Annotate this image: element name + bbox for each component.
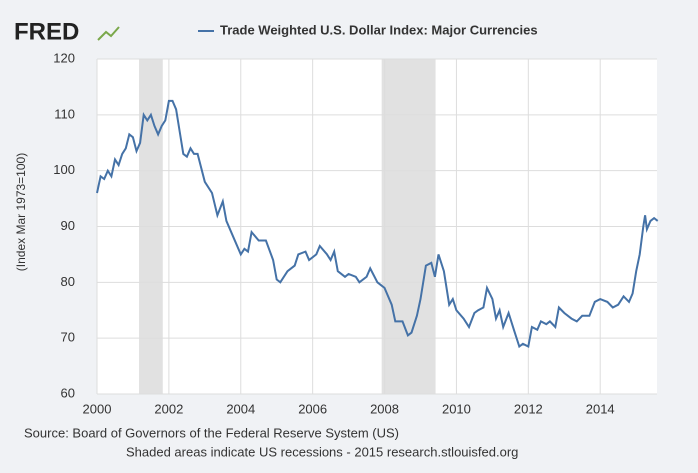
source: Source: Board of Governors of the Federa…: [24, 425, 399, 440]
y-tick-label: 120: [53, 50, 75, 65]
y-tick-label: 110: [54, 106, 75, 121]
x-tick-label: 2004: [226, 401, 255, 416]
y-tick-label: 70: [61, 330, 75, 345]
logo-icon: [97, 26, 120, 41]
y-tick-label: 90: [61, 218, 75, 233]
y-tick-label: 60: [61, 385, 75, 400]
logo: FRED: [14, 18, 79, 45]
y-tick-label: 80: [61, 274, 75, 289]
y-axis-label: (Index Mar 1973=100): [14, 153, 28, 271]
x-tick-label: 2002: [154, 401, 183, 416]
legend-label: Trade Weighted U.S. Dollar Index: Major …: [220, 22, 538, 37]
series-line: [96, 99, 659, 349]
note: Shaded areas indicate US recessions - 20…: [126, 444, 518, 459]
x-tick-label: 2006: [298, 401, 327, 416]
y-tick-label: 100: [53, 162, 75, 177]
x-tick-label: 2000: [83, 401, 112, 416]
x-tick-label: 2012: [514, 401, 543, 416]
x-tick-label: 2008: [370, 401, 399, 416]
x-tick-label: 2014: [586, 401, 615, 416]
x-tick-label: 2010: [442, 401, 471, 416]
